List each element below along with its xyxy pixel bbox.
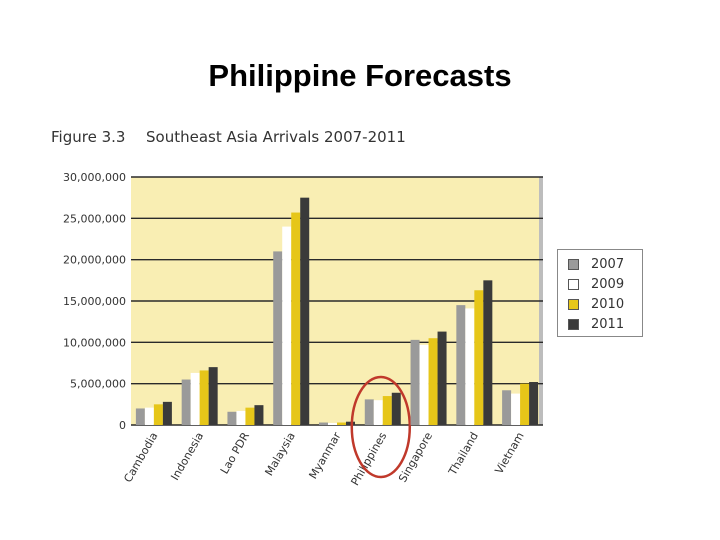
bar-2007: [410, 339, 420, 425]
legend-label: 2007: [591, 256, 625, 272]
x-tick-label: Myanmar: [306, 430, 343, 482]
bar-2011: [346, 421, 355, 425]
legend-swatch: [568, 258, 579, 270]
bar-2009: [511, 393, 521, 425]
legend-label: 2009: [591, 276, 625, 292]
y-tick-label: 30,000,000: [63, 171, 126, 184]
legend-swatch: [568, 298, 579, 310]
bar-2010: [520, 383, 530, 425]
bar-2007: [456, 305, 466, 425]
bar-2007: [135, 408, 145, 425]
x-tick-label: Lao PDR: [218, 430, 252, 477]
x-tick-label: Vietnam: [493, 430, 527, 476]
bar-2010: [382, 396, 392, 425]
bar-2007: [319, 422, 328, 425]
x-tick-label: Indonesia: [168, 430, 206, 483]
y-tick-label: 25,000,000: [63, 212, 126, 225]
highlight-circle: [350, 375, 412, 479]
bar-2011: [437, 331, 447, 425]
legend-swatch: [568, 278, 579, 290]
bar-2011: [300, 197, 310, 425]
bar-2009: [373, 400, 383, 425]
bar-2011: [162, 401, 172, 425]
bar-2007: [273, 251, 283, 425]
bar-2010: [428, 338, 438, 425]
bar-2007: [181, 379, 191, 425]
y-tick-label: 0: [119, 419, 126, 432]
x-tick-label: Thailand: [446, 430, 481, 478]
bar-2011: [529, 382, 539, 425]
bar-2009: [144, 407, 154, 425]
legend-item-2010: 2010: [568, 296, 624, 312]
legend-label: 2011: [591, 316, 625, 332]
x-tick-label: Malaysia: [263, 430, 298, 478]
x-tick-label: Philippines: [348, 430, 389, 488]
y-tick-label: 15,000,000: [63, 295, 126, 308]
y-tick-label: 5,000,000: [70, 378, 126, 391]
bar-2011: [254, 405, 264, 425]
chart-legend: 2007 2009 2010 2011: [557, 249, 643, 337]
figure-title: Southeast Asia Arrivals 2007-2011: [146, 128, 406, 146]
bar-2007: [227, 411, 237, 425]
bar-2010: [245, 407, 255, 425]
y-tick-label: 20,000,000: [63, 254, 126, 267]
bar-2009: [328, 422, 337, 425]
figure-number: Figure 3.3: [51, 128, 126, 146]
bar-2010: [291, 212, 301, 425]
legend-label: 2010: [591, 296, 625, 312]
bar-2011: [483, 280, 493, 425]
bar-2007: [502, 390, 512, 425]
legend-item-2009: 2009: [568, 276, 624, 292]
bar-2009: [465, 308, 475, 425]
slide-title: Philippine Forecasts: [208, 58, 512, 93]
legend-item-2011: 2011: [568, 316, 624, 332]
legend-swatch: [568, 318, 579, 330]
bar-2010: [474, 290, 484, 425]
bar-2009: [236, 410, 246, 425]
x-tick-label: Singapore: [396, 430, 435, 485]
bar-2009: [282, 226, 292, 425]
bar-2010: [337, 422, 346, 425]
y-tick-label: 10,000,000: [63, 336, 126, 349]
x-tick-label: Cambodia: [121, 430, 160, 485]
legend-item-2007: 2007: [568, 256, 624, 272]
bar-2010: [153, 404, 163, 425]
bar-2011: [208, 367, 218, 425]
bar-2011: [391, 392, 401, 425]
bar-2007: [364, 399, 374, 425]
bar-2009: [419, 344, 429, 425]
bar-2009: [190, 372, 200, 425]
bar-2010: [199, 370, 209, 425]
